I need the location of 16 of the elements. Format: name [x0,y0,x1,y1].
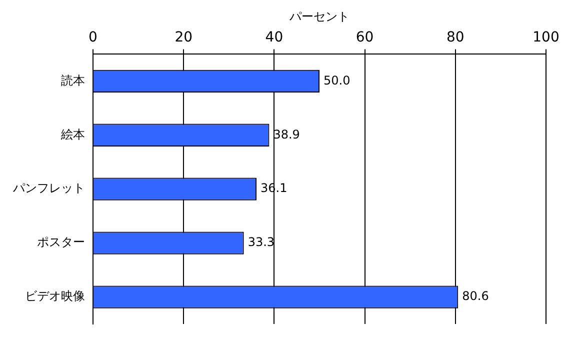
x-tick-label: 80 [446,29,464,46]
x-tick-label: 0 [88,29,98,46]
y-tick-label: ビデオ映像 [25,289,85,304]
y-tick-label: パンフレット [12,181,85,196]
y-tick-label: 絵本 [60,127,85,142]
x-tick-label: 60 [356,29,374,46]
y-tick-label: ポスター [37,235,85,250]
data-label: 80.6 [462,289,489,304]
x-tick-label: 100 [532,29,560,46]
x-tick-label: 20 [174,29,193,46]
y-tick-label: 読本 [61,73,85,88]
data-label: 33.3 [248,235,275,250]
x-axis-title: パーセント [288,9,350,24]
data-label: 50.0 [324,73,350,88]
x-tick-label: 40 [265,29,284,46]
data-label: 38.9 [273,127,300,142]
